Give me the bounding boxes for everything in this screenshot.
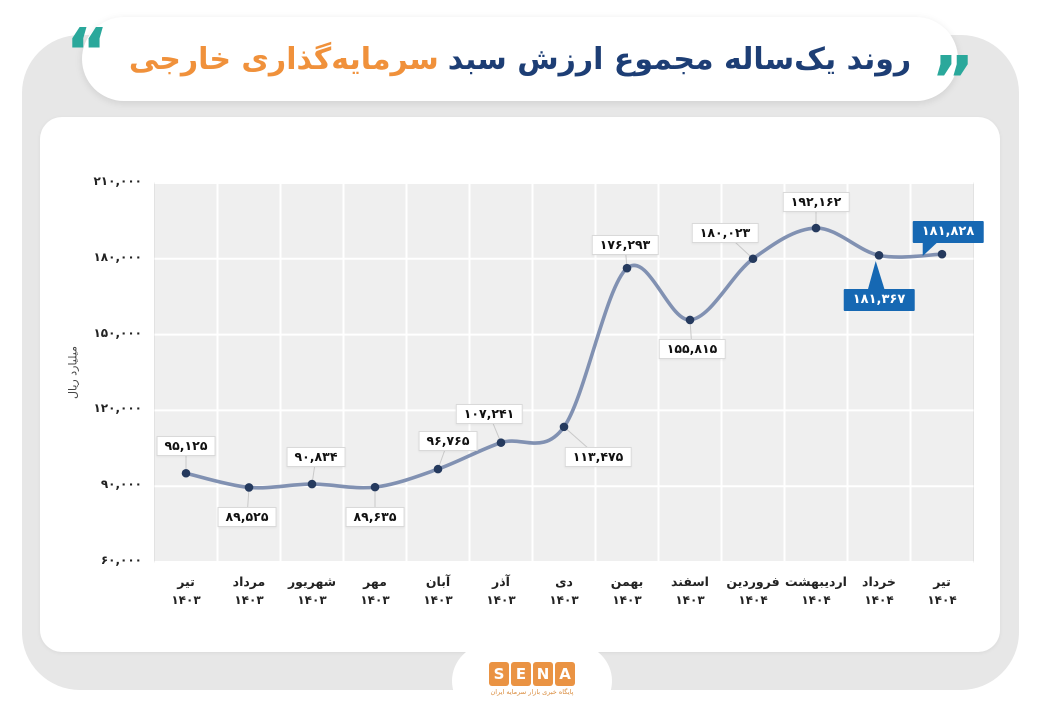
line-chart <box>154 182 974 563</box>
logo-letter-s: S <box>489 662 509 686</box>
data-point-marker <box>685 315 695 325</box>
logo-tagline: پایگاه خبری بازار سرمایه ایران <box>490 688 574 696</box>
sena-logo: S E N A پایگاه خبری بازار سرمایه ایران <box>452 662 612 696</box>
data-point-marker <box>811 223 821 233</box>
title-primary: روند یک‌ساله مجموع ارزش سبد <box>447 41 912 77</box>
title-accent: سرمایه‌گذاری خارجی <box>128 41 439 77</box>
data-point-marker <box>181 468 191 478</box>
logo-letter-n: N <box>533 662 553 686</box>
data-point-marker <box>559 422 569 432</box>
data-point-marker <box>748 254 758 264</box>
data-point-marker <box>937 249 947 259</box>
header-banner: ” روند یک‌ساله مجموع ارزش سبد سرمایه‌گذا… <box>65 17 975 114</box>
logo-letter-a: A <box>555 662 575 686</box>
logo-background <box>452 644 612 718</box>
trend-line <box>184 226 944 490</box>
data-point-marker <box>370 482 380 492</box>
y-axis-title: میلیارد ریال <box>66 346 80 399</box>
data-point-marker <box>496 438 506 447</box>
data-point-marker <box>307 479 317 489</box>
plot-area <box>154 182 974 563</box>
data-point-marker <box>433 464 443 474</box>
chart-card: ۹۵,۱۲۵ ۸۹,۵۲۵ ۹۰,۸۳۴ ۸۹,۶۳۵ ۹۶,۷۶۵ ۱۰۷,۲۴۱ ۱۱۳… <box>40 117 1000 652</box>
logo-letter-e: E <box>511 662 531 686</box>
logo-tiles: S E N A <box>452 662 612 686</box>
data-point-marker <box>874 251 884 260</box>
page-title: روند یک‌ساله مجموع ارزش سبد سرمایه‌گذاری… <box>129 42 911 77</box>
data-point-marker <box>622 263 632 273</box>
data-point-marker <box>244 483 254 492</box>
